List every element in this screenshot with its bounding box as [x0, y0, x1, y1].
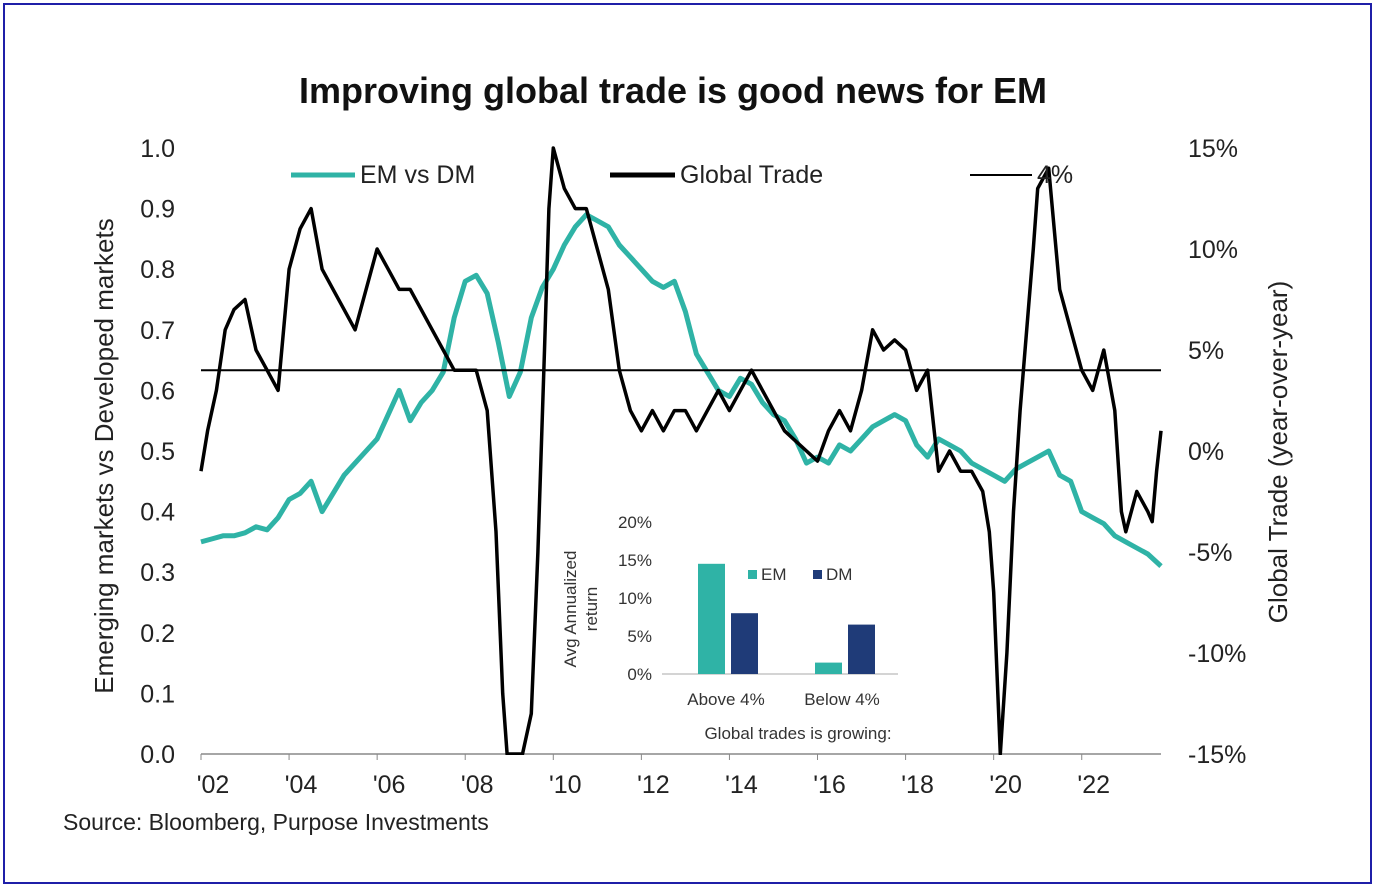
left-tick-label: 1.0	[140, 135, 175, 163]
left-tick-label: 0.6	[140, 377, 175, 405]
right-tick-label: -5%	[1188, 539, 1232, 567]
inset-bars	[698, 563, 875, 674]
x-tick-label: '06	[373, 771, 406, 799]
chart-title: Improving global trade is good news for …	[299, 70, 1047, 111]
legend-trade-label: Global Trade	[680, 161, 823, 189]
right-tick-label: 10%	[1188, 236, 1238, 264]
inset-cat-above: Above 4%	[687, 690, 765, 709]
inset-y-tick-label: 20%	[618, 513, 652, 532]
legend-em-label: EM vs DM	[360, 161, 475, 189]
inset-y-tick-label: 15%	[618, 551, 652, 570]
right-axis-label: Global Trade (year-over-year)	[1263, 281, 1293, 623]
inset-bar-dm	[848, 624, 875, 674]
x-axis-ticks: '02 '04 '06 '08 '10 '12 '14 '16 '18 '20 '22	[197, 754, 1110, 799]
right-tick-label: 0%	[1188, 438, 1224, 466]
left-tick-label: 0.3	[140, 559, 175, 587]
inset-y-tick-label: 0%	[627, 665, 652, 684]
right-tick-label: 5%	[1188, 337, 1224, 365]
left-tick-label: 0.2	[140, 620, 175, 648]
inset-legend-dm-label: DM	[826, 565, 852, 584]
inset-y-tick-label: 5%	[627, 627, 652, 646]
left-tick-label: 0.8	[140, 256, 175, 284]
inset-bar-em	[815, 662, 842, 674]
global-trade-line	[199, 146, 1163, 755]
x-tick-label: '12	[637, 771, 670, 799]
x-tick-label: '04	[285, 771, 318, 799]
inset-bar-dm	[731, 613, 758, 674]
inset-legend-em-swatch	[748, 570, 757, 579]
em-vs-dm-line	[200, 212, 1163, 568]
left-tick-label: 0.0	[140, 741, 175, 769]
left-axis-label: Emerging markets vs Developed markets	[89, 218, 119, 693]
left-tick-label: 0.4	[140, 499, 175, 527]
chart-frame	[3, 3, 1372, 884]
x-tick-label: '22	[1077, 771, 1110, 799]
x-tick-label: '18	[901, 771, 934, 799]
left-tick-label: 0.1	[140, 680, 175, 708]
inset-y-tick-label: 10%	[618, 589, 652, 608]
inset-bar-chart: 0% 5% 10% 15% 20% Above 4% Below 4% Global t…	[560, 500, 905, 750]
source-note: Source: Bloomberg, Purpose Investments	[63, 809, 489, 835]
x-tick-label: '08	[461, 771, 494, 799]
left-tick-label: 0.5	[140, 438, 175, 466]
right-tick-label: -15%	[1188, 741, 1246, 769]
legend: EM vs DM Global Trade 4%	[291, 161, 1073, 189]
right-tick-label: -10%	[1188, 640, 1246, 668]
inset-xlabel: Global trades is growing:	[704, 724, 891, 743]
inset-cat-below: Below 4%	[804, 690, 880, 709]
right-tick-label: 15%	[1188, 135, 1238, 163]
x-tick-label: '16	[813, 771, 846, 799]
inset-y-ticks: 0% 5% 10% 15% 20%	[618, 513, 652, 684]
inset-legend-em-label: EM	[761, 565, 787, 584]
x-tick-label: '10	[549, 771, 582, 799]
inset-bar-em	[698, 563, 725, 674]
left-tick-label: 0.7	[140, 317, 175, 345]
x-tick-label: '02	[197, 771, 230, 799]
left-tick-label: 0.9	[140, 196, 175, 224]
inset-ylabel-line2: return	[582, 587, 601, 631]
x-tick-label: '20	[989, 771, 1022, 799]
right-axis-ticks: -15% -10% -5% 0% 5% 10% 15%	[1188, 135, 1246, 769]
inset-legend-dm-swatch	[813, 570, 822, 579]
left-axis-ticks: 0.0 0.1 0.2 0.3 0.4 0.5 0.6 0.7 0.8 0.9 1.0	[140, 135, 175, 769]
inset-ylabel-line1: Avg Annualized	[561, 551, 580, 668]
x-tick-label: '14	[725, 771, 758, 799]
legend-4pct-label: 4%	[1037, 161, 1073, 189]
